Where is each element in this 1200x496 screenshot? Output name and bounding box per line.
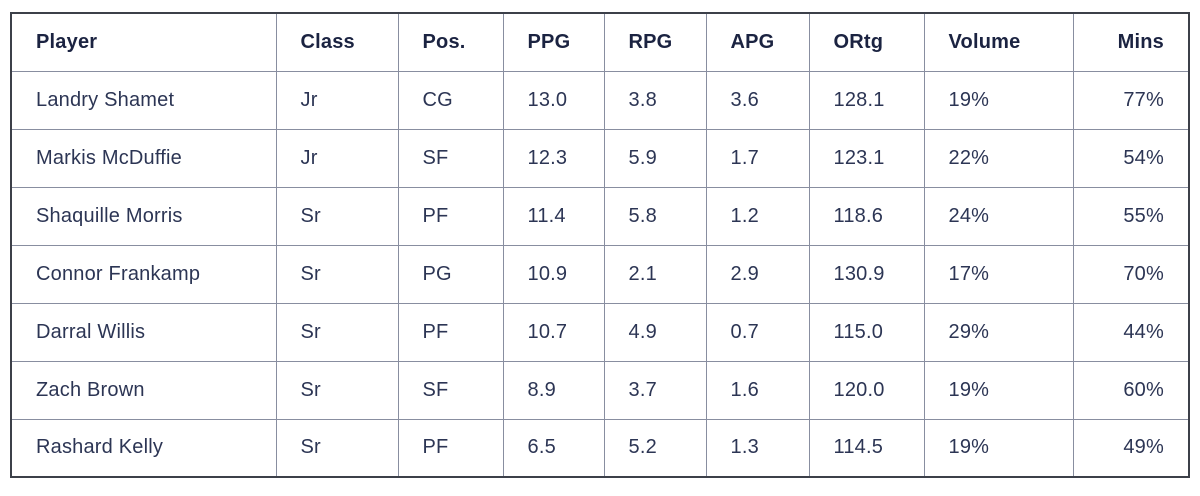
cell-rpg: 5.9 [603, 128, 707, 188]
cell-class: Jr [275, 128, 399, 188]
column-header-rpg: RPG [603, 12, 707, 72]
cell-volume: 17% [923, 244, 1074, 304]
cell-ortg: 118.6 [808, 186, 925, 246]
cell-pos: PF [397, 186, 504, 246]
cell-volume: 22% [923, 128, 1074, 188]
column-header-class: Class [275, 12, 399, 72]
cell-class: Sr [275, 360, 399, 420]
cell-rpg: 4.9 [603, 302, 707, 362]
cell-ppg: 13.0 [502, 70, 605, 130]
cell-ortg: 123.1 [808, 128, 925, 188]
cell-player: Landry Shamet [10, 70, 277, 130]
column-header-apg: APG [705, 12, 810, 72]
cell-apg: 3.6 [705, 70, 810, 130]
player-stats-table: Player Class Pos. PPG RPG APG ORtg Volume Mins L… [10, 12, 1190, 478]
cell-player: Rashard Kelly [10, 418, 277, 478]
table-row: Rashard Kelly Sr PF 6.5 5.2 1.3 114.5 19% 49% [10, 418, 1190, 478]
cell-ppg: 6.5 [502, 418, 605, 478]
cell-volume: 24% [923, 186, 1074, 246]
cell-class: Sr [275, 244, 399, 304]
cell-class: Sr [275, 418, 399, 478]
cell-ortg: 128.1 [808, 70, 925, 130]
cell-mins: 70% [1072, 244, 1190, 304]
cell-apg: 1.3 [705, 418, 810, 478]
cell-rpg: 3.8 [603, 70, 707, 130]
cell-player: Connor Frankamp [10, 244, 277, 304]
cell-apg: 1.2 [705, 186, 810, 246]
table-row: Markis McDuffie Jr SF 12.3 5.9 1.7 123.1 22% 54% [10, 128, 1190, 188]
cell-pos: CG [397, 70, 504, 130]
column-header-player: Player [10, 12, 277, 72]
cell-pos: PF [397, 418, 504, 478]
cell-volume: 19% [923, 70, 1074, 130]
cell-volume: 19% [923, 418, 1074, 478]
cell-mins: 77% [1072, 70, 1190, 130]
column-header-pos: Pos. [397, 12, 504, 72]
column-header-ppg: PPG [502, 12, 605, 72]
cell-class: Sr [275, 302, 399, 362]
cell-rpg: 2.1 [603, 244, 707, 304]
cell-volume: 29% [923, 302, 1074, 362]
cell-rpg: 3.7 [603, 360, 707, 420]
table-body: Landry Shamet Jr CG 13.0 3.8 3.6 128.1 19% 77% Ma… [10, 70, 1190, 478]
cell-mins: 54% [1072, 128, 1190, 188]
cell-ortg: 130.9 [808, 244, 925, 304]
cell-player: Zach Brown [10, 360, 277, 420]
cell-mins: 49% [1072, 418, 1190, 478]
cell-player: Markis McDuffie [10, 128, 277, 188]
header-row: Player Class Pos. PPG RPG APG ORtg Volume Mins [10, 12, 1190, 72]
table-row: Landry Shamet Jr CG 13.0 3.8 3.6 128.1 19% 77% [10, 70, 1190, 130]
cell-rpg: 5.8 [603, 186, 707, 246]
cell-class: Jr [275, 70, 399, 130]
cell-mins: 44% [1072, 302, 1190, 362]
cell-ortg: 115.0 [808, 302, 925, 362]
cell-ortg: 114.5 [808, 418, 925, 478]
cell-ortg: 120.0 [808, 360, 925, 420]
cell-player: Shaquille Morris [10, 186, 277, 246]
cell-apg: 2.9 [705, 244, 810, 304]
cell-ppg: 10.7 [502, 302, 605, 362]
table-header: Player Class Pos. PPG RPG APG ORtg Volume Mins [10, 12, 1190, 72]
cell-volume: 19% [923, 360, 1074, 420]
cell-pos: SF [397, 360, 504, 420]
cell-pos: SF [397, 128, 504, 188]
cell-mins: 60% [1072, 360, 1190, 420]
cell-player: Darral Willis [10, 302, 277, 362]
cell-ppg: 12.3 [502, 128, 605, 188]
cell-apg: 1.7 [705, 128, 810, 188]
column-header-volume: Volume [923, 12, 1074, 72]
cell-class: Sr [275, 186, 399, 246]
cell-rpg: 5.2 [603, 418, 707, 478]
cell-apg: 1.6 [705, 360, 810, 420]
player-stats-table-container: Player Class Pos. PPG RPG APG ORtg Volume Mins L… [10, 12, 1190, 478]
cell-mins: 55% [1072, 186, 1190, 246]
table-row: Connor Frankamp Sr PG 10.9 2.1 2.9 130.9 17% 70% [10, 244, 1190, 304]
column-header-mins: Mins [1072, 12, 1190, 72]
cell-ppg: 8.9 [502, 360, 605, 420]
cell-pos: PG [397, 244, 504, 304]
cell-pos: PF [397, 302, 504, 362]
cell-ppg: 11.4 [502, 186, 605, 246]
table-row: Darral Willis Sr PF 10.7 4.9 0.7 115.0 29% 44% [10, 302, 1190, 362]
table-row: Shaquille Morris Sr PF 11.4 5.8 1.2 118.6 24% 55… [10, 186, 1190, 246]
cell-apg: 0.7 [705, 302, 810, 362]
cell-ppg: 10.9 [502, 244, 605, 304]
table-row: Zach Brown Sr SF 8.9 3.7 1.6 120.0 19% 60% [10, 360, 1190, 420]
column-header-ortg: ORtg [808, 12, 925, 72]
